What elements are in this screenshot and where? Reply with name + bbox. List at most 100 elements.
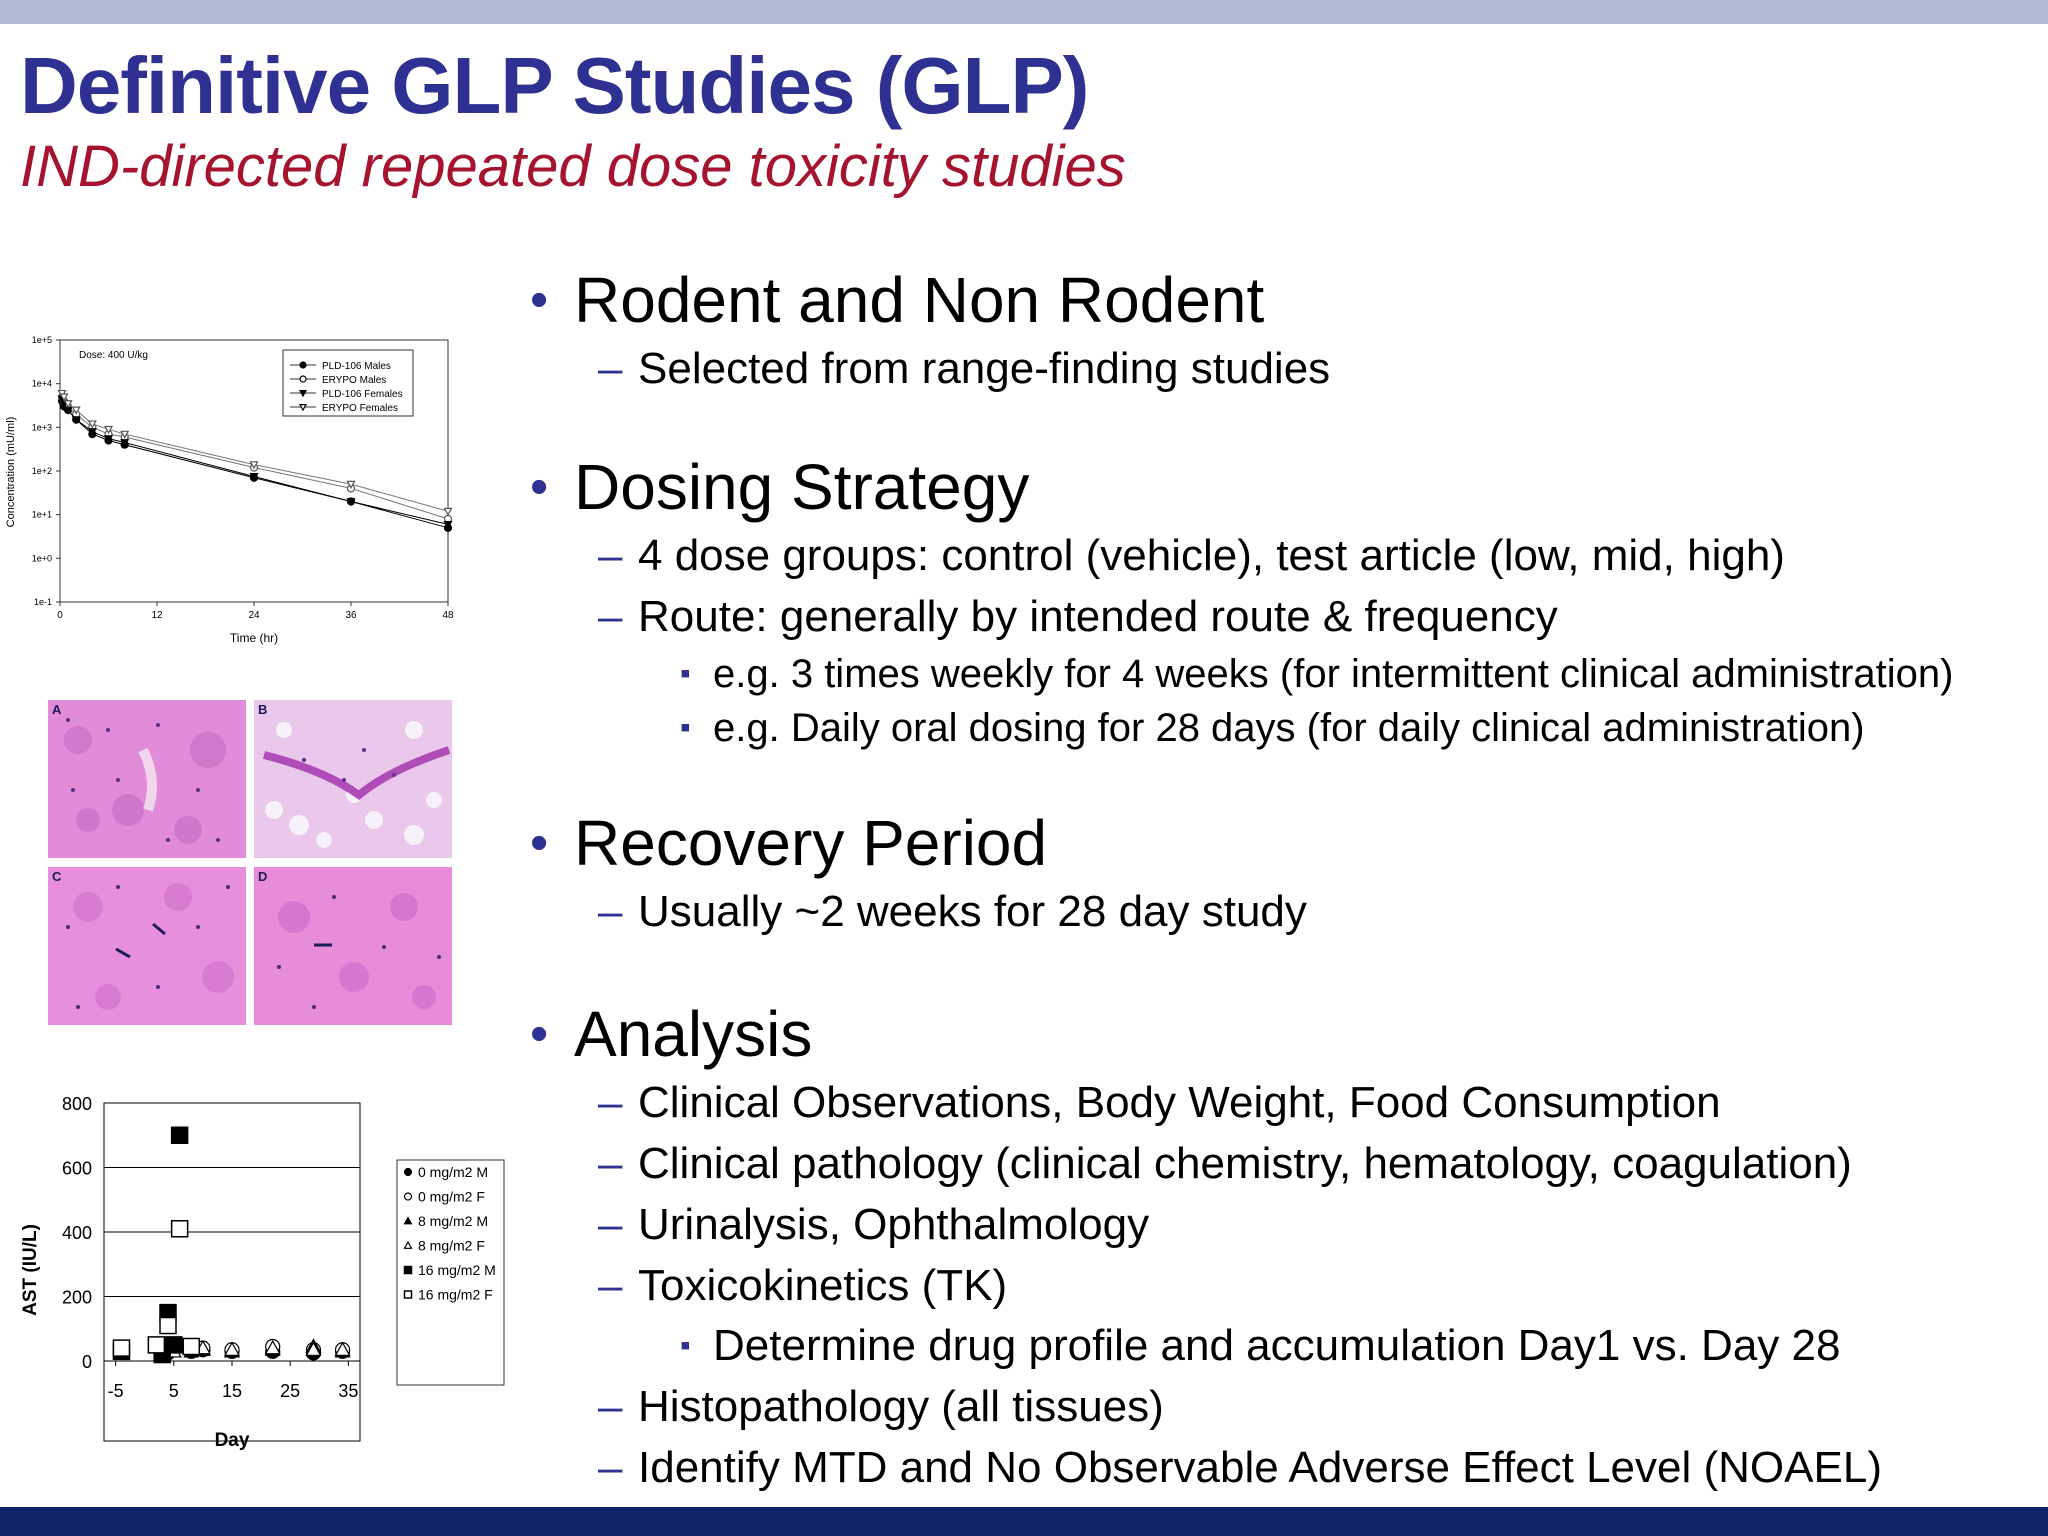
histology-panel-c-image: [48, 867, 246, 1025]
ast-y-tick-label: 600: [62, 1159, 92, 1179]
sub-bullet: –4 dose groups: control (vehicle), test …: [530, 525, 2010, 586]
histology-label-b: B: [258, 702, 268, 717]
square-bullet-icon: ▪: [680, 1329, 691, 1362]
pk-legend-marker: [298, 389, 308, 398]
ast-y-tick-label: 0: [82, 1352, 92, 1372]
pk-data-point: [346, 498, 356, 507]
sub-bullet-text: Clinical Observations, Body Weight, Food…: [638, 1078, 1721, 1127]
ast-x-tick-label: -5: [108, 1381, 124, 1401]
ast-x-tick-label: 35: [338, 1381, 358, 1401]
ast-scatter-chart: 0 200 400 600 800 -5 5 15 25 35 Day AST (IU/L) 0…: [20, 1094, 505, 1451]
bullet-dot-icon: •: [530, 271, 549, 329]
pk-data-point: [249, 473, 259, 482]
ast-data-point: [147, 1336, 166, 1354]
sub-sub-bullet: ▪ e.g. 3 times weekly for 4 weeks (for in…: [530, 647, 2010, 701]
ast-x-tick-label: 25: [280, 1381, 300, 1401]
pk-x-tick-label: 48: [442, 610, 454, 621]
ast-legend-label: 8 mg/m2 M: [418, 1213, 488, 1229]
dash-icon: –: [598, 1139, 623, 1188]
bullet-list: • Rodent and Non Rodent – Selected from ra…: [530, 262, 2010, 1498]
sub-bullet-text: Usually ~2 weeks for 28 day study: [638, 887, 1307, 936]
sub-bullet-text: Urinalysis, Ophthalmology: [638, 1200, 1150, 1249]
pk-x-tick-label: 36: [345, 610, 357, 621]
dash-icon: –: [598, 531, 623, 580]
slide-title: Definitive GLP Studies (GLP): [20, 41, 1089, 130]
pk-x-tick-label: 12: [151, 610, 163, 621]
ast-data-point: [165, 1336, 183, 1354]
sub-bullet-text: Identify MTD and No Observable Adverse E…: [638, 1443, 1882, 1492]
ast-y-axis-label: AST (IU/L): [20, 1224, 41, 1316]
pk-legend-marker: [298, 403, 308, 412]
bullet-dot-icon: •: [530, 814, 549, 872]
histology-panel-a: A: [48, 700, 246, 858]
pk-data-point: [443, 507, 453, 516]
sub-sub-bullet-text: Determine drug profile and accumulation …: [713, 1321, 1841, 1370]
bullet-dot-icon: •: [530, 458, 549, 516]
dash-icon: –: [598, 1382, 623, 1431]
pk-legend-label: ERYPO Males: [322, 375, 386, 386]
pk-legend-label: ERYPO Females: [322, 403, 398, 414]
dash-icon: –: [598, 344, 623, 393]
ast-x-axis-label: Day: [215, 1430, 250, 1451]
bullet-rodent-heading: Rodent and Non Rodent: [574, 264, 1265, 336]
ast-data-point: [223, 1341, 241, 1356]
ast-x-tick-label: 5: [169, 1381, 179, 1401]
histology-panel-b-image: [254, 700, 452, 858]
bullet-recovery: • Recovery Period: [530, 805, 2010, 881]
ast-data-point: [170, 1126, 189, 1144]
pk-y-tick-label: 1e+0: [32, 553, 52, 563]
sub-bullet: – Selected from range-finding studies: [530, 338, 2010, 399]
ast-y-tick-label: 400: [62, 1223, 92, 1243]
bullet-analysis: • Analysis: [530, 996, 2010, 1072]
histology-panel-c: C: [48, 867, 246, 1025]
ast-x-tick-label: 15: [222, 1381, 242, 1401]
pk-legend-marker: [299, 361, 307, 369]
pk-data-point: [249, 461, 259, 470]
sub-bullet: – Route: generally by intended route & fr…: [530, 586, 2010, 647]
ast-data-point: [170, 1220, 189, 1238]
ast-series-4: [112, 1126, 189, 1364]
pk-data-point: [71, 406, 81, 415]
ast-legend-marker: [403, 1192, 413, 1201]
pk-y-tick-label: 1e-1: [34, 597, 52, 607]
pk-legend-marker: [299, 375, 307, 383]
ast-series-5: [112, 1220, 201, 1357]
histology-label-c: C: [52, 869, 62, 884]
pk-x-tick-label: 0: [57, 610, 63, 621]
sub-bullet: – Histopathology (all tissues): [530, 1376, 2010, 1437]
pk-series-2: [57, 395, 453, 530]
sub-sub-bullet-text: e.g. Daily oral dosing for 28 days (for …: [713, 706, 1865, 750]
histology-label-a: A: [52, 702, 62, 717]
pk-legend-label: PLD-106 Females: [322, 389, 403, 400]
sub-bullet: – Clinical Observations, Body Weight, Foo…: [530, 1072, 2010, 1133]
pk-data-point: [443, 520, 453, 530]
pk-legend-label: PLD-106 Males: [322, 361, 391, 372]
histology-panel-b: B: [254, 700, 452, 858]
sub-sub-bullet: ▪ e.g. Daily oral dosing for 28 days (for…: [530, 701, 2010, 755]
pk-data-point: [346, 480, 356, 489]
sub-bullet-text: Route: generally by intended route & fre…: [638, 592, 1558, 641]
sub-sub-bullet-text: e.g. 3 times weekly for 4 weeks (for int…: [713, 652, 1954, 696]
sub-bullet: – Toxicokinetics (TK): [530, 1255, 2010, 1316]
ast-legend-label: 0 mg/m2 M: [418, 1164, 488, 1180]
histology-label-d: D: [258, 869, 268, 884]
pk-concentration-chart: 1e+5 1e+4 1e+3 1e+2 1e+1 1e+0 1e-1 0 12 24 36 48 D…: [5, 335, 454, 645]
pk-data-point: [120, 439, 130, 448]
bullet-analysis-heading: Analysis: [574, 998, 813, 1070]
ast-legend-marker: [403, 1216, 413, 1225]
pk-x-axis-label: Time (hr): [230, 631, 278, 645]
dash-icon: –: [598, 1261, 623, 1310]
bullet-recovery-heading: Recovery Period: [574, 807, 1048, 879]
ast-y-tick-label: 200: [62, 1288, 92, 1308]
bottom-accent-bar: [0, 1507, 2048, 1536]
ast-data-point: [264, 1339, 281, 1355]
ast-legend-label: 0 mg/m2 F: [418, 1189, 485, 1205]
ast-y-tick-label: 800: [62, 1094, 92, 1114]
pk-dose-annotation: Dose: 400 U/kg: [79, 350, 148, 361]
pk-y-tick-label: 1e+2: [32, 466, 52, 476]
pk-legend: PLD-106 Males ERYPO Males PLD-106 Females E…: [282, 349, 414, 417]
pk-data-point: [103, 425, 114, 435]
pk-data-point: [59, 393, 69, 402]
ast-data-point: [159, 1316, 177, 1335]
dash-icon: –: [598, 1443, 623, 1492]
